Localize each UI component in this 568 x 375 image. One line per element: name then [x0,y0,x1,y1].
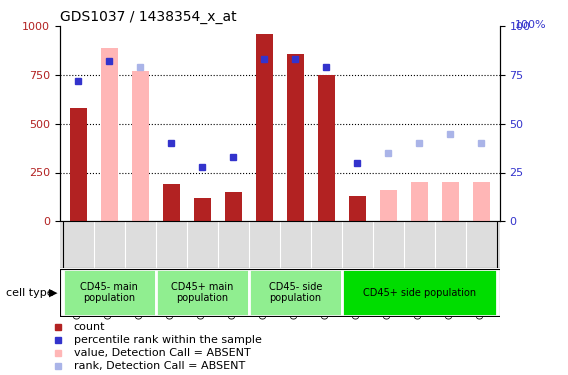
Bar [287,54,304,221]
Text: CD45+ main
population: CD45+ main population [171,282,233,303]
Bar [256,34,273,221]
Text: CD45+ side population: CD45+ side population [363,288,476,297]
Bar [249,269,342,316]
Bar [162,184,179,221]
Bar [411,182,428,221]
Text: CD45- main
population: CD45- main population [80,282,138,303]
Text: ▶: ▶ [49,288,58,297]
Bar [62,269,156,316]
Text: count: count [74,322,105,332]
Bar [132,71,149,221]
Text: cell type: cell type [6,288,53,297]
Bar [473,182,490,221]
Bar [70,108,87,221]
Bar [101,48,118,221]
Bar [194,198,211,221]
Text: percentile rank within the sample: percentile rank within the sample [74,335,262,345]
Text: CD45- side
population: CD45- side population [269,282,322,303]
Bar [318,75,335,221]
Text: rank, Detection Call = ABSENT: rank, Detection Call = ABSENT [74,361,245,371]
Bar [225,192,242,221]
Text: value, Detection Call = ABSENT: value, Detection Call = ABSENT [74,348,250,358]
Bar [156,269,249,316]
Y-axis label: 100%: 100% [515,20,546,30]
Bar [342,269,497,316]
Bar [442,182,459,221]
Text: GDS1037 / 1438354_x_at: GDS1037 / 1438354_x_at [60,10,236,24]
Bar [380,190,397,221]
Bar [349,196,366,221]
